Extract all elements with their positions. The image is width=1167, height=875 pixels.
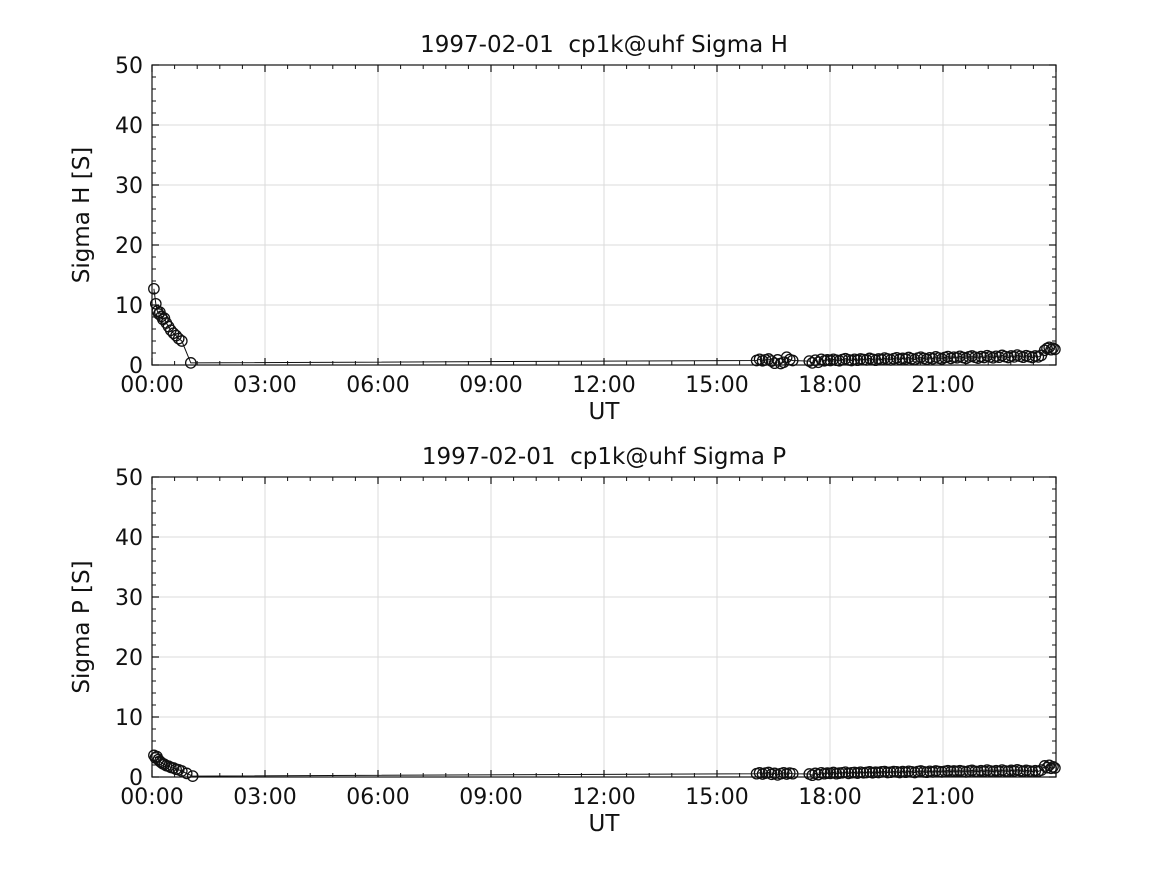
data-point-marker	[978, 351, 990, 364]
data-point-marker	[1047, 342, 1059, 355]
y-tick-label: 10	[115, 706, 143, 731]
data-point-marker	[175, 335, 188, 347]
data-point-marker	[803, 355, 816, 367]
y-tick-label: 50	[115, 466, 143, 491]
x-tick-label: 09:00	[459, 373, 522, 398]
x-tick-label: 06:00	[346, 373, 409, 398]
x-tick-label: 09:00	[459, 785, 522, 810]
data-point-marker	[180, 767, 193, 780]
y-tick-label: 20	[115, 234, 143, 259]
y-tick-label: 10	[115, 294, 143, 319]
sigma-h-x-axis-label: UT	[588, 399, 620, 425]
data-point-marker	[1041, 761, 1053, 774]
data-point-marker	[762, 353, 775, 365]
data-point-marker	[1045, 343, 1057, 356]
data-point-marker	[806, 769, 819, 782]
data-point-marker	[1049, 762, 1061, 774]
y-tick-label: 30	[115, 174, 143, 199]
data-point-marker	[157, 313, 169, 326]
x-tick-label: 00:00	[120, 785, 183, 810]
data-point-marker	[1049, 343, 1061, 356]
sigma-p-title: 1997-02-01 cp1k@uhf Sigma P	[421, 444, 787, 470]
x-tick-label: 00:00	[120, 373, 183, 398]
y-tick-label: 0	[129, 354, 143, 379]
data-point-marker	[186, 770, 199, 782]
data-point-marker	[786, 767, 799, 780]
y-tick-label: 0	[129, 766, 143, 791]
sigma-h-title: 1997-02-01 cp1k@uhf Sigma H	[420, 32, 788, 58]
x-tick-label: 15:00	[685, 785, 748, 810]
data-point-marker	[942, 350, 954, 363]
data-point-marker	[184, 357, 197, 369]
data-point-marker	[768, 357, 781, 370]
data-point-marker	[780, 351, 793, 364]
x-tick-label: 12:00	[572, 373, 635, 398]
data-point-marker	[1047, 760, 1059, 773]
y-tick-label: 50	[115, 54, 143, 79]
sigma-p-x-axis-label: UT	[588, 811, 620, 837]
data-point-marker	[1008, 351, 1021, 363]
data-point-marker	[812, 768, 825, 781]
data-point-marker	[809, 354, 822, 367]
x-tick-label: 06:00	[346, 785, 409, 810]
data-point-marker	[148, 282, 160, 295]
x-tick-label: 18:00	[798, 373, 861, 398]
data-point-marker	[926, 352, 939, 365]
data-point-marker	[172, 332, 185, 345]
sigma-h-plot-canvas: 00:00 03:00 06:00 09:00 12:00 15:00 18:00 21:00…	[115, 54, 1061, 398]
x-tick-label: 18:00	[798, 785, 861, 810]
y-tick-label: 30	[115, 586, 143, 611]
x-tick-label: 21:00	[911, 785, 974, 810]
x-tick-label: 15:00	[685, 373, 748, 398]
y-tick-label: 20	[115, 646, 143, 671]
sigma-p-plot-canvas: 00:00 03:00 06:00 09:00 12:00 15:00 18:00 21:00…	[115, 466, 1061, 810]
x-tick-label: 21:00	[911, 373, 974, 398]
data-point-marker	[762, 766, 775, 779]
x-tick-label: 03:00	[233, 373, 296, 398]
x-tick-label: 03:00	[233, 785, 296, 810]
data-point-marker	[786, 354, 799, 367]
data-point-marker	[1045, 762, 1057, 775]
y-tick-label: 40	[115, 526, 143, 551]
x-tick-label: 12:00	[572, 785, 635, 810]
data-point-marker	[993, 351, 1005, 364]
y-tick-label: 40	[115, 114, 143, 139]
